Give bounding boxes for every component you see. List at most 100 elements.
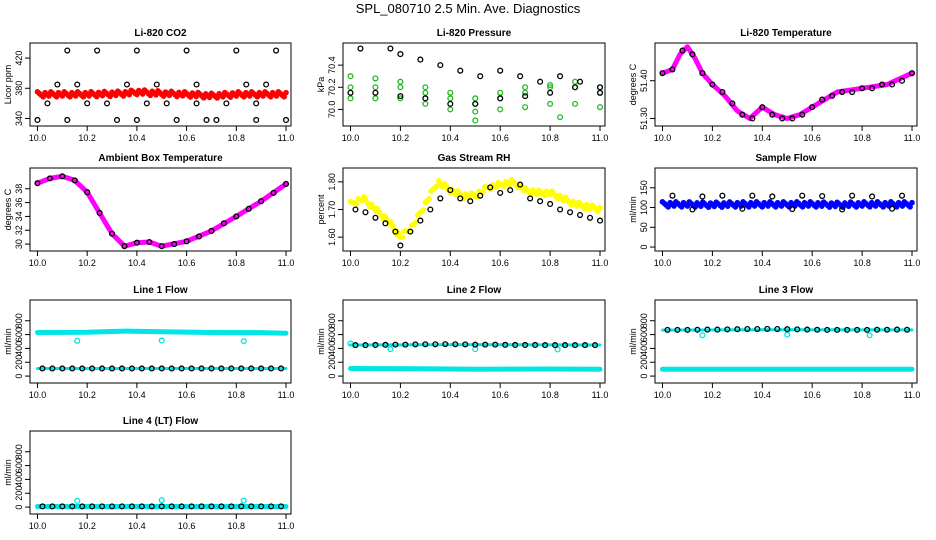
data-point — [664, 326, 671, 333]
x-tick-label: 10.8 — [541, 133, 559, 143]
data-point — [54, 81, 61, 88]
y-tick-label: 200 — [327, 355, 337, 370]
data-point — [749, 192, 756, 199]
data-point — [397, 51, 404, 58]
x-tick-label: 10.2 — [78, 390, 96, 400]
data-point — [372, 95, 379, 102]
x-tick-label: 11.0 — [278, 258, 295, 268]
data-point — [178, 365, 185, 372]
data-point — [148, 503, 155, 510]
chart-svg: Li-820 Pressure 10.0 10.2 10.4 10.6 10.8 11.0 7… — [316, 28, 608, 143]
data-point — [669, 192, 676, 199]
x-tick-label: 11.0 — [904, 258, 921, 268]
data-point — [253, 100, 260, 107]
data-point — [684, 326, 691, 333]
x-tick-label: 10.2 — [704, 133, 722, 143]
series-line — [660, 44, 915, 121]
y-tick-label: 400 — [14, 341, 24, 356]
data-point — [554, 346, 561, 353]
x-tick-label: 10.6 — [491, 258, 509, 268]
y-axis-label: Licor ppm — [3, 65, 13, 105]
data-point — [729, 100, 736, 107]
data-point — [128, 503, 135, 510]
x-tick-label: 10.6 — [491, 133, 509, 143]
data-point — [497, 106, 504, 113]
data-point — [497, 189, 504, 196]
chart-panel-1: Li-820 CO2 10.0 10.2 10.4 10.6 10.8 11.0 340 380… — [0, 19, 297, 152]
data-point — [238, 365, 245, 372]
data-point — [248, 365, 255, 372]
data-point — [472, 341, 479, 348]
data-point — [389, 223, 396, 229]
plot-frame — [654, 167, 918, 252]
chart-title: Sample Flow — [755, 153, 816, 164]
data-point — [59, 503, 66, 510]
x-tick-label: 11.0 — [278, 133, 295, 143]
data-point — [447, 89, 454, 96]
data-point — [395, 230, 402, 236]
data-point — [183, 238, 190, 245]
chart-svg: Line 2 Flow 10.0 10.2 10.4 10.6 10.8 11.0 0 2004… — [316, 285, 608, 400]
x-tick-label: 10.8 — [853, 258, 871, 268]
data-point — [909, 199, 915, 206]
data-point — [581, 342, 589, 349]
x-tick-label: 10.4 — [754, 133, 772, 143]
data-point — [163, 100, 170, 107]
data-point — [829, 92, 836, 99]
data-point — [794, 326, 801, 333]
data-point — [517, 181, 524, 188]
data-point — [704, 326, 711, 333]
series-1 — [659, 199, 915, 210]
series-1 — [348, 366, 603, 372]
data-point — [407, 228, 414, 235]
y-tick-label: 70.4 — [327, 56, 337, 74]
chart-title: Line 2 Flow — [447, 285, 502, 296]
data-point — [278, 365, 285, 372]
y-tick-label: 70.2 — [327, 79, 337, 97]
y-tick-label: 51.40 — [639, 69, 649, 92]
data-point — [532, 341, 539, 349]
data-point — [888, 81, 896, 88]
data-point — [674, 326, 681, 333]
data-point — [372, 75, 379, 82]
data-point — [238, 503, 245, 510]
x-tick-label: 11.0 — [278, 390, 295, 400]
data-point — [168, 365, 175, 372]
data-point — [188, 503, 195, 510]
data-point — [557, 114, 564, 121]
y-axis-label: ml/min — [628, 328, 638, 355]
data-point — [220, 220, 227, 227]
data-point — [719, 88, 726, 96]
data-point — [522, 341, 529, 349]
x-tick-label: 10.6 — [803, 133, 821, 143]
data-point — [233, 47, 240, 54]
data-point — [462, 341, 469, 348]
y-tick-label: 1.60 — [327, 228, 337, 246]
chart-svg: Line 4 (LT) Flow 10.0 10.2 10.4 10.6 10.8 11.0… — [3, 416, 294, 531]
data-point — [258, 503, 265, 510]
data-point — [422, 95, 429, 102]
data-point — [44, 100, 51, 107]
series-2 — [34, 47, 280, 124]
chart-title: Li-820 Temperature — [740, 28, 832, 39]
data-point — [769, 193, 776, 200]
data-point — [576, 78, 584, 85]
data-point — [759, 104, 766, 111]
data-point — [422, 84, 429, 91]
data-point — [397, 95, 404, 102]
x-tick-label: 10.6 — [491, 390, 509, 400]
data-point — [572, 100, 579, 107]
data-point — [146, 238, 153, 246]
data-point — [547, 200, 554, 208]
series-1 — [35, 328, 289, 336]
series-3 — [347, 95, 604, 115]
data-point — [39, 503, 46, 510]
series-line — [35, 173, 289, 249]
data-point — [198, 365, 205, 372]
data-point — [457, 195, 464, 202]
x-tick-label: 10.2 — [392, 390, 410, 400]
data-point — [699, 193, 706, 200]
data-point — [447, 100, 454, 107]
x-tick-label: 10.8 — [228, 133, 246, 143]
data-point — [282, 180, 290, 187]
